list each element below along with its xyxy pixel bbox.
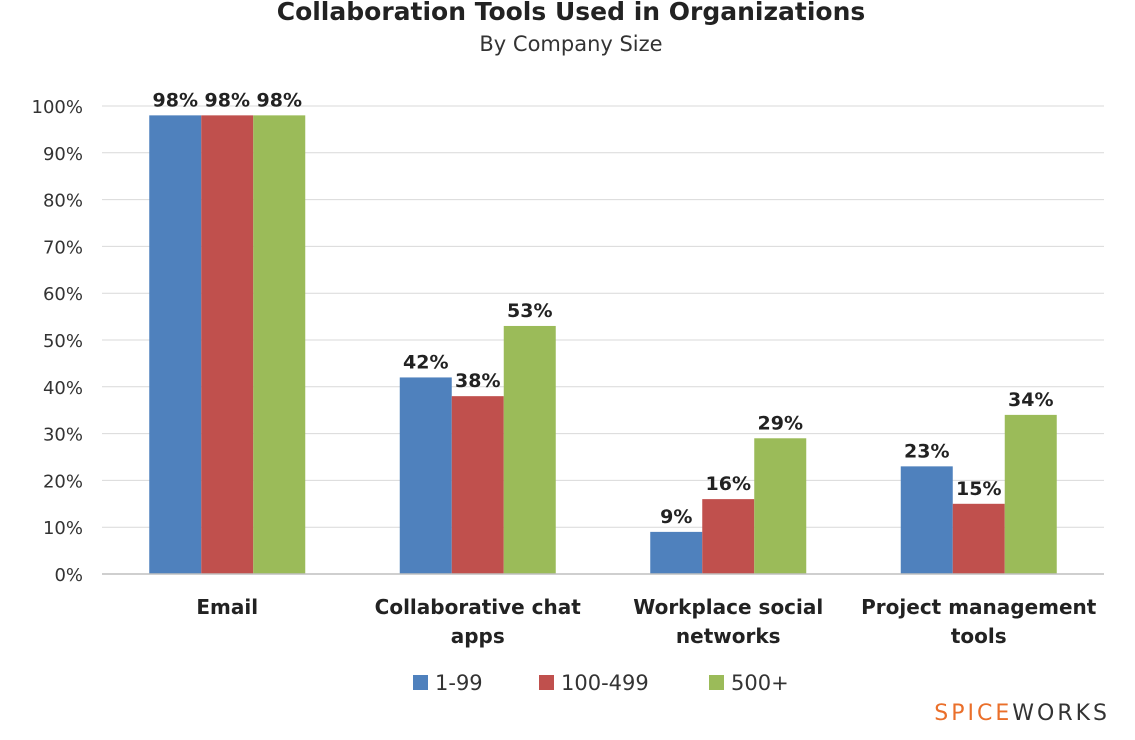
data-label: 98% (205, 89, 250, 111)
y-tick-label: 70% (43, 237, 83, 258)
data-label: 29% (758, 412, 803, 434)
y-tick-label: 40% (43, 378, 83, 399)
y-tick-label: 90% (43, 144, 83, 165)
bar-1-99 (399, 377, 452, 574)
bar-500+ (1004, 414, 1057, 574)
data-label: 15% (956, 478, 1001, 500)
x-category-label: networks (676, 624, 781, 648)
bar-500+ (754, 438, 807, 574)
bar-500+ (503, 325, 556, 574)
bar-100-499 (952, 503, 1005, 574)
x-category-label: Collaborative chat (375, 595, 582, 619)
data-label: 98% (153, 89, 198, 111)
data-label: 42% (403, 351, 448, 373)
x-category-label: Email (196, 595, 258, 619)
chart-subtitle: By Company Size (479, 32, 662, 56)
y-tick-label: 30% (43, 425, 83, 446)
data-label: 9% (660, 506, 692, 528)
spiceworks-logo: SPICEWORKS (934, 701, 1110, 726)
x-category-label: Project management (861, 595, 1097, 619)
legend-swatch (413, 675, 428, 690)
logo-spice-text: SPICE (934, 701, 1012, 726)
x-category-label: tools (951, 624, 1007, 648)
data-labels: 98% 98% 98% 42% 38% 53% 9% 16% 29% 23% 15% 34% (153, 89, 1054, 528)
y-tick-label: 10% (43, 518, 83, 539)
y-axis-ticks: 0% 10% 20% 30% 40% 50% 60% 70% 80% 90% 100% (32, 97, 83, 586)
y-tick-label: 60% (43, 284, 83, 305)
legend-swatch (539, 675, 554, 690)
logo-works-text: WORKS (1012, 701, 1110, 726)
data-label: 34% (1008, 389, 1053, 411)
bar-1-99 (149, 115, 202, 575)
data-label: 98% (257, 89, 302, 111)
y-tick-label: 20% (43, 471, 83, 492)
data-label: 53% (507, 300, 552, 322)
data-label: 16% (706, 473, 751, 495)
x-axis-categories: Email Collaborative chat apps Workplace soc… (196, 595, 1096, 648)
bar-1-99 (900, 466, 953, 574)
bar-100-499 (451, 396, 504, 574)
x-category-label: apps (451, 624, 505, 648)
legend-label: 100-499 (561, 671, 649, 695)
svg-text:SPICEWORKS: SPICEWORKS (934, 701, 1110, 726)
legend-label: 500+ (731, 671, 789, 695)
bar-500+ (253, 115, 306, 575)
y-tick-label: 50% (43, 331, 83, 352)
bars (149, 115, 1057, 575)
legend-swatch (709, 675, 724, 690)
chart-title: Collaboration Tools Used in Organization… (277, 0, 866, 26)
bar-100-499 (201, 115, 254, 575)
bar-100-499 (702, 499, 755, 574)
y-tick-label: 0% (54, 565, 83, 586)
legend-label: 1-99 (435, 671, 483, 695)
y-tick-label: 100% (32, 97, 83, 118)
legend: 1-99 100-499 500+ (413, 671, 789, 695)
bar-1-99 (650, 531, 703, 574)
data-label: 23% (904, 440, 949, 462)
data-label: 38% (455, 370, 500, 392)
y-tick-label: 80% (43, 191, 83, 212)
x-category-label: Workplace social (633, 595, 823, 619)
